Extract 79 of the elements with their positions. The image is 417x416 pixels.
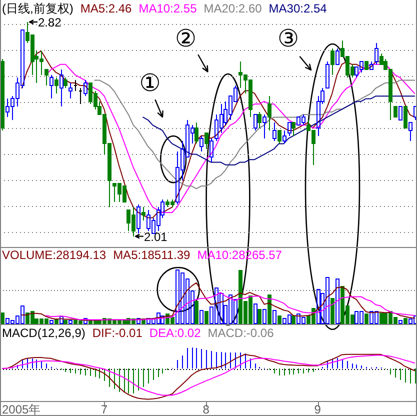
candlestick xyxy=(64,77,68,89)
candlestick xyxy=(74,80,78,92)
bar xyxy=(50,320,54,324)
candlestick xyxy=(330,48,334,76)
candlestick xyxy=(60,69,64,108)
bar xyxy=(316,288,320,324)
candlestick xyxy=(394,106,398,118)
candlestick xyxy=(288,122,292,136)
candlestick xyxy=(258,111,262,128)
bar xyxy=(398,320,402,324)
bar xyxy=(60,316,64,324)
bar xyxy=(408,318,412,324)
candlestick xyxy=(136,204,140,234)
candlestick xyxy=(404,106,408,128)
bar xyxy=(68,320,72,324)
candlestick xyxy=(84,80,88,97)
candlestick xyxy=(50,74,54,100)
x-axis-title: 2005年 xyxy=(2,402,41,416)
bar xyxy=(380,312,384,324)
candlestick xyxy=(78,88,82,105)
chart-title: MACD(12,26,9) xyxy=(2,326,86,340)
candlestick xyxy=(272,122,276,142)
annotation: ② xyxy=(174,24,196,52)
text: MA20:2.60 xyxy=(204,2,262,16)
x-tick-label: 8 xyxy=(202,402,210,416)
bar xyxy=(200,310,204,324)
annotation: ③ xyxy=(278,24,300,52)
text: MACD:-0.06 xyxy=(208,326,274,340)
bar xyxy=(404,318,408,324)
candlestick xyxy=(254,114,258,131)
bar xyxy=(292,316,296,324)
candlestick xyxy=(54,77,58,94)
candlestick xyxy=(370,61,374,70)
candlestick xyxy=(398,106,402,120)
candlestick xyxy=(200,135,204,152)
bar xyxy=(330,298,334,324)
text: MA5:2.46 xyxy=(80,2,132,16)
candlestick xyxy=(278,130,282,144)
candlestick xyxy=(204,132,208,150)
text: DEA:0.02 xyxy=(149,326,202,340)
bar xyxy=(64,320,68,324)
bar xyxy=(160,316,164,324)
candlestick xyxy=(364,61,368,70)
bar xyxy=(336,278,340,324)
candlestick xyxy=(326,61,330,89)
x-tick-label: 7 xyxy=(100,402,108,416)
candlestick xyxy=(194,122,198,144)
bar xyxy=(194,301,198,324)
annotation: 2.82 xyxy=(38,16,62,30)
candlestick xyxy=(68,82,72,100)
candlestick xyxy=(44,69,48,86)
bar xyxy=(204,311,208,324)
bar xyxy=(364,313,368,324)
bar xyxy=(278,316,282,324)
bar xyxy=(262,309,266,324)
candlestick xyxy=(374,42,378,65)
bar xyxy=(136,318,140,324)
candlestick xyxy=(268,96,272,131)
candlestick xyxy=(142,206,146,221)
chart-title: (日线,前复权) xyxy=(2,2,74,16)
candlestick xyxy=(210,138,214,163)
candlestick xyxy=(336,48,340,65)
bar xyxy=(258,309,262,324)
bar xyxy=(254,304,258,324)
candlestick xyxy=(292,122,296,136)
bar xyxy=(272,310,276,324)
text: DIF:-0.01 xyxy=(92,326,143,340)
annotation: 2.01 xyxy=(144,230,168,244)
candlestick xyxy=(408,122,412,142)
series-label: MA5:18511.39 xyxy=(113,248,191,262)
x-tick-label: 9 xyxy=(314,402,322,416)
bar xyxy=(84,318,88,324)
bar xyxy=(268,294,272,324)
annotation: ① xyxy=(139,69,161,97)
candlestick xyxy=(282,130,286,144)
text: MA30:2.54 xyxy=(268,2,328,16)
candlestick xyxy=(262,114,266,139)
text: MA10:2.55 xyxy=(138,2,198,16)
chart-title: VOLUME:28194.13 xyxy=(2,248,106,262)
